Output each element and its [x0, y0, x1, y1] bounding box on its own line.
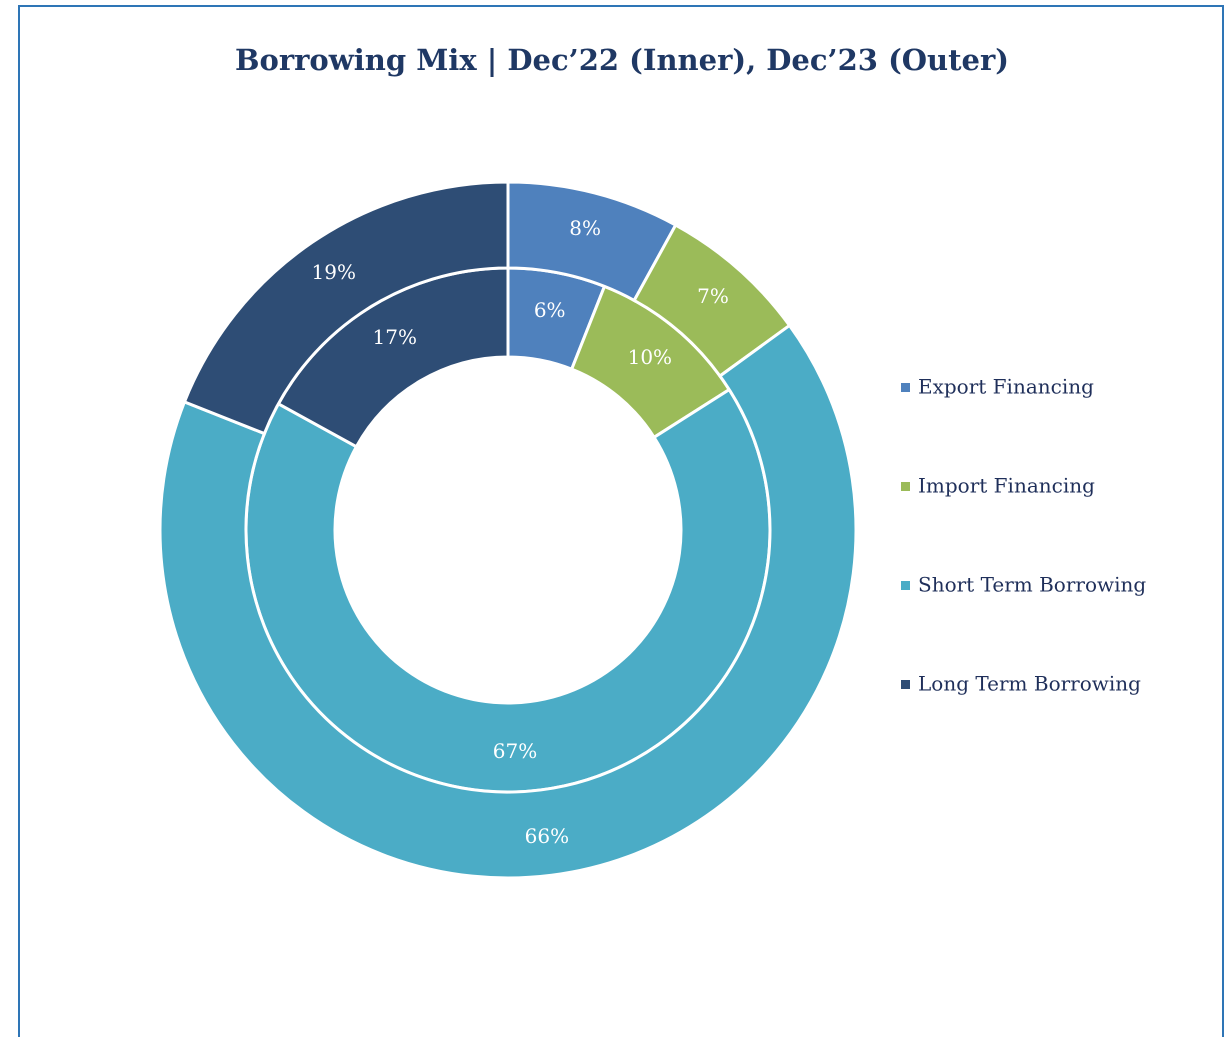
legend-label: Short Term Borrowing [918, 573, 1146, 597]
legend-swatch [901, 383, 910, 392]
data-label: 10% [628, 345, 672, 369]
legend-swatch [901, 581, 910, 590]
data-label: 8% [569, 216, 601, 240]
data-label: 19% [312, 260, 356, 284]
legend-label: Export Financing [918, 375, 1094, 399]
data-label: 17% [373, 325, 417, 349]
chart-title: Borrowing Mix | Dec’22 (Inner), Dec’23 (… [235, 43, 1009, 77]
legend-label: Import Financing [918, 474, 1095, 498]
frame [18, 5, 1224, 1037]
legend-swatch [901, 680, 910, 689]
donut-segment [158, 323, 858, 880]
data-label: 67% [493, 739, 537, 763]
data-label: 6% [534, 298, 566, 322]
legend-swatch [901, 482, 910, 491]
legend-label: Long Term Borrowing [918, 672, 1141, 696]
data-label: 7% [697, 284, 729, 308]
donut-segment [182, 180, 510, 436]
data-label: 66% [525, 824, 569, 848]
